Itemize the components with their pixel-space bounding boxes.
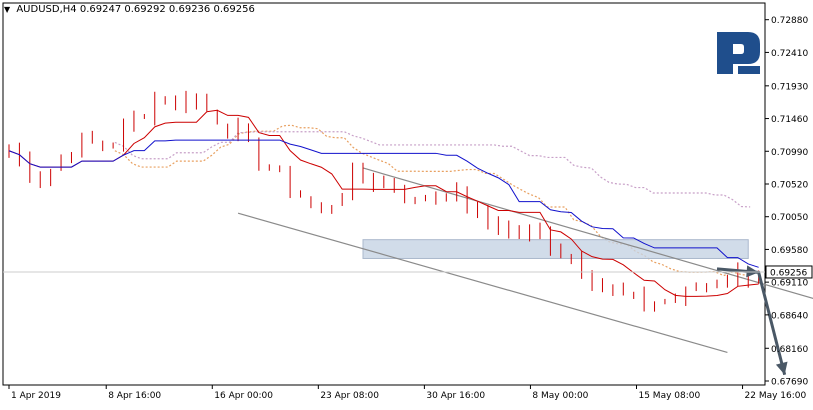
price-tag-box [765,265,813,279]
resistance-zone [362,239,749,259]
y-tick-label: 0.67690 [771,378,808,388]
x-tick-label: 22 May 16:00 [745,391,807,401]
close-value: 0.69256 [213,4,255,15]
brand-logo [717,32,760,74]
y-tick-label: 0.72880 [771,16,808,26]
y-tick-label: 0.70050 [771,213,808,223]
y-tick-label: 0.70990 [771,148,808,158]
x-tick-label: 16 Apr 00:00 [214,391,273,401]
arrow-head [746,265,759,278]
channel-upper [362,167,813,299]
symbol-label: AUDUSD,H4 [16,4,77,15]
price-channel [237,167,813,354]
y-tick-label: 0.70520 [771,180,808,190]
x-tick-label: 8 Apr 16:00 [108,391,161,401]
y-tick-label: 0.71460 [771,115,808,125]
indicator-lines [8,109,759,297]
x-tick-label: 1 Apr 2019 [11,391,61,401]
low-value: 0.69236 [168,4,211,15]
senkou-span-a [114,124,751,277]
high-value: 0.69292 [124,4,166,15]
menu-triangle-icon[interactable]: ▼ [4,5,11,14]
y-tick-label: 0.72410 [771,49,808,59]
x-tick-label: 8 May 00:00 [532,391,588,401]
y-tick-label: 0.69110 [771,279,808,289]
channel-lower [237,212,728,354]
grid [2,2,766,386]
x-tick-label: 15 May 08:00 [638,391,700,401]
y-tick-label: 0.69580 [771,246,808,256]
open-value: 0.69247 [79,4,122,15]
y-tick-label: 0.68640 [771,311,808,321]
price-tag: 0.69256 [770,268,807,278]
arrow-head [775,361,788,375]
x-tick-label: 23 Apr 08:00 [320,391,379,401]
kijun-line [8,139,759,268]
chart-header: ▼ AUDUSD,H4 0.69247 0.69292 0.69236 0.69… [4,4,255,15]
ichimoku-cloud [114,124,751,277]
x-tick-label: 30 Apr 16:00 [426,391,485,401]
tenkan-line [8,109,759,297]
y-tick-label: 0.71930 [771,82,808,92]
axes: 0.72880 0.72410 0.71930 0.71460 0.70990 0.705… [3,16,813,401]
y-tick-label: 0.68160 [771,345,808,355]
